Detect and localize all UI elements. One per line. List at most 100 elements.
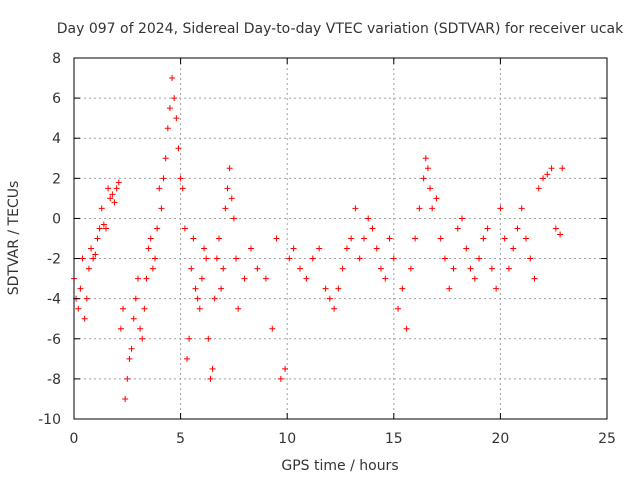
data-point-plus (331, 305, 338, 312)
data-point-plus (427, 185, 434, 192)
data-point-plus (98, 205, 105, 212)
data-point-plus (322, 285, 329, 292)
data-point-plus (115, 179, 122, 186)
data-point-plus (81, 315, 88, 322)
data-point-plus (92, 251, 99, 258)
data-point-plus (247, 245, 254, 252)
data-point-plus (79, 255, 86, 262)
data-point-plus (493, 285, 500, 292)
data-point-plus (215, 235, 222, 242)
data-point-plus (162, 155, 169, 162)
data-point-plus (326, 295, 333, 302)
x-tick-label: 0 (70, 431, 79, 447)
grid-lines (74, 58, 607, 419)
data-point-plus (360, 235, 367, 242)
data-point-plus (198, 275, 205, 282)
data-point-plus (412, 235, 419, 242)
data-point-plus (211, 295, 218, 302)
data-point-plus (218, 285, 225, 292)
data-point-plus (94, 235, 101, 242)
data-point-plus (233, 255, 240, 262)
data-point-plus (273, 235, 280, 242)
data-point-plus (454, 225, 461, 232)
data-point-plus (296, 265, 303, 272)
data-point-plus (203, 255, 210, 262)
data-point-plus (188, 265, 195, 272)
data-point-plus (540, 175, 547, 182)
data-point-plus (467, 265, 474, 272)
data-point-plus (147, 235, 154, 242)
data-point-plus (132, 295, 139, 302)
data-point-plus (137, 325, 144, 332)
data-point-plus (403, 325, 410, 332)
data-point-plus (173, 115, 180, 122)
data-point-plus (139, 335, 146, 342)
data-point-plus (149, 265, 156, 272)
data-point-plus (446, 285, 453, 292)
data-point-plus (122, 395, 129, 402)
x-tick-label: 20 (491, 431, 509, 447)
data-point-plus (209, 365, 216, 372)
data-point-plus (228, 195, 235, 202)
data-point-plus (179, 185, 186, 192)
data-point-plus (382, 275, 389, 282)
data-point-plus (386, 235, 393, 242)
data-point-plus (190, 235, 197, 242)
data-point-plus (559, 165, 566, 172)
data-point-plus (145, 245, 152, 252)
data-point-plus (335, 285, 342, 292)
data-point-plus (83, 295, 90, 302)
data-point-plus (544, 171, 551, 178)
y-axis-label: SDTVAR / TECUs (6, 181, 22, 296)
data-point-plus (241, 275, 248, 282)
data-point-plus (286, 255, 293, 262)
data-point-plus (407, 265, 414, 272)
data-point-plus (373, 245, 380, 252)
data-point-plus (395, 305, 402, 312)
data-point-plus (160, 175, 167, 182)
data-point-plus (343, 245, 350, 252)
data-point-plus (194, 295, 201, 302)
data-point-plus (497, 205, 504, 212)
data-point-plus (192, 285, 199, 292)
data-point-plus (164, 125, 171, 132)
data-point-plus (120, 305, 127, 312)
data-point-plus (111, 199, 118, 206)
data-point-plus (85, 265, 92, 272)
data-point-plus (171, 95, 178, 102)
data-point-plus (141, 305, 148, 312)
data-point-plus (100, 221, 107, 228)
y-tick-label: -10 (38, 412, 61, 428)
data-point-plus (158, 205, 165, 212)
data-point-plus (143, 275, 150, 282)
data-point-plus (152, 255, 159, 262)
data-point-plus (109, 191, 116, 198)
data-point-plus (224, 185, 231, 192)
data-point-plus (126, 355, 133, 362)
x-axis-label: GPS time / hours (281, 458, 398, 474)
data-point-plus (420, 175, 427, 182)
data-point-plus (352, 205, 359, 212)
axis-ticks: 0 5 10 15 20 25 -10 -8 -6 -4 -2 0 2 4 6 8 (38, 51, 616, 447)
data-point-plus (356, 255, 363, 262)
data-point-plus (348, 235, 355, 242)
y-tick-label: -4 (47, 292, 61, 308)
data-point-plus (514, 225, 521, 232)
data-point-plus (207, 375, 214, 382)
data-point-plus (416, 205, 423, 212)
x-tick-label: 15 (385, 431, 403, 447)
data-point-plus (282, 365, 289, 372)
data-point-plus (262, 275, 269, 282)
data-point-plus (277, 375, 284, 382)
data-point-plus (183, 355, 190, 362)
data-point-plus (463, 245, 470, 252)
data-point-plus (548, 165, 555, 172)
data-point-plus (181, 225, 188, 232)
y-tick-label: 4 (52, 131, 61, 147)
data-point-plus (96, 225, 103, 232)
data-point-plus (166, 105, 173, 112)
data-point-plus (535, 185, 542, 192)
data-point-plus (378, 265, 385, 272)
data-point-plus (213, 255, 220, 262)
